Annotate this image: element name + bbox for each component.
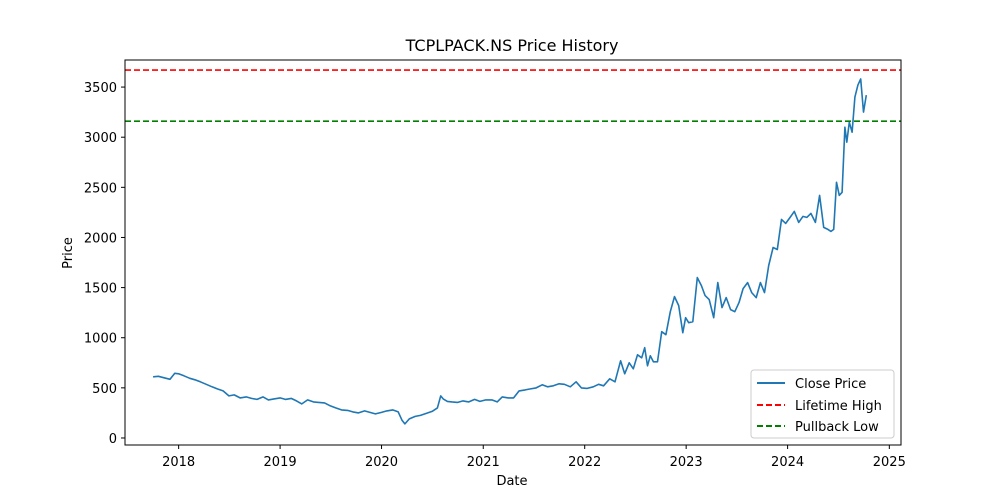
x-tick-label-2025: 2025 xyxy=(873,455,906,470)
legend-box xyxy=(750,369,895,439)
x-tick-label-2020: 2020 xyxy=(365,455,398,470)
y-tick-label-3500: 3500 xyxy=(84,81,117,96)
y-axis: 0 500 1000 1500 2000 2500 3000 3500 xyxy=(84,81,125,447)
x-tick-label-2023: 2023 xyxy=(670,455,703,470)
legend-label-close-price: Close Price xyxy=(795,377,866,392)
chart-title: TCPLPACK.NS Price History xyxy=(405,36,619,55)
series-line-close-price xyxy=(153,78,868,425)
plot-area xyxy=(125,69,901,425)
y-tick-label-1000: 1000 xyxy=(84,332,117,347)
legend-label-lifetime-high: Lifetime High xyxy=(795,399,882,414)
y-tick-label-1500: 1500 xyxy=(84,282,117,297)
y-axis-label: Price xyxy=(61,237,76,269)
y-tick-label-0: 0 xyxy=(109,432,117,447)
x-tick-label-2021: 2021 xyxy=(467,455,500,470)
x-tick-label-2019: 2019 xyxy=(264,455,297,470)
x-axis-label: Date xyxy=(496,474,527,489)
y-tick-label-2500: 2500 xyxy=(84,181,117,196)
plot-frame xyxy=(124,59,902,446)
x-tick-label-2022: 2022 xyxy=(568,455,601,470)
y-tick-label-500: 500 xyxy=(92,382,117,397)
y-tick-label-2000: 2000 xyxy=(84,231,117,246)
legend: Close Price Lifetime High Pullback Low xyxy=(750,369,895,439)
legend-label-pullback-low: Pullback Low xyxy=(795,420,879,435)
x-axis: 2018 2019 2020 2021 2022 2023 2024 2025 xyxy=(162,445,906,470)
x-tick-label-2024: 2024 xyxy=(771,455,804,470)
x-tick-label-2018: 2018 xyxy=(162,455,195,470)
y-tick-label-3000: 3000 xyxy=(84,131,117,146)
